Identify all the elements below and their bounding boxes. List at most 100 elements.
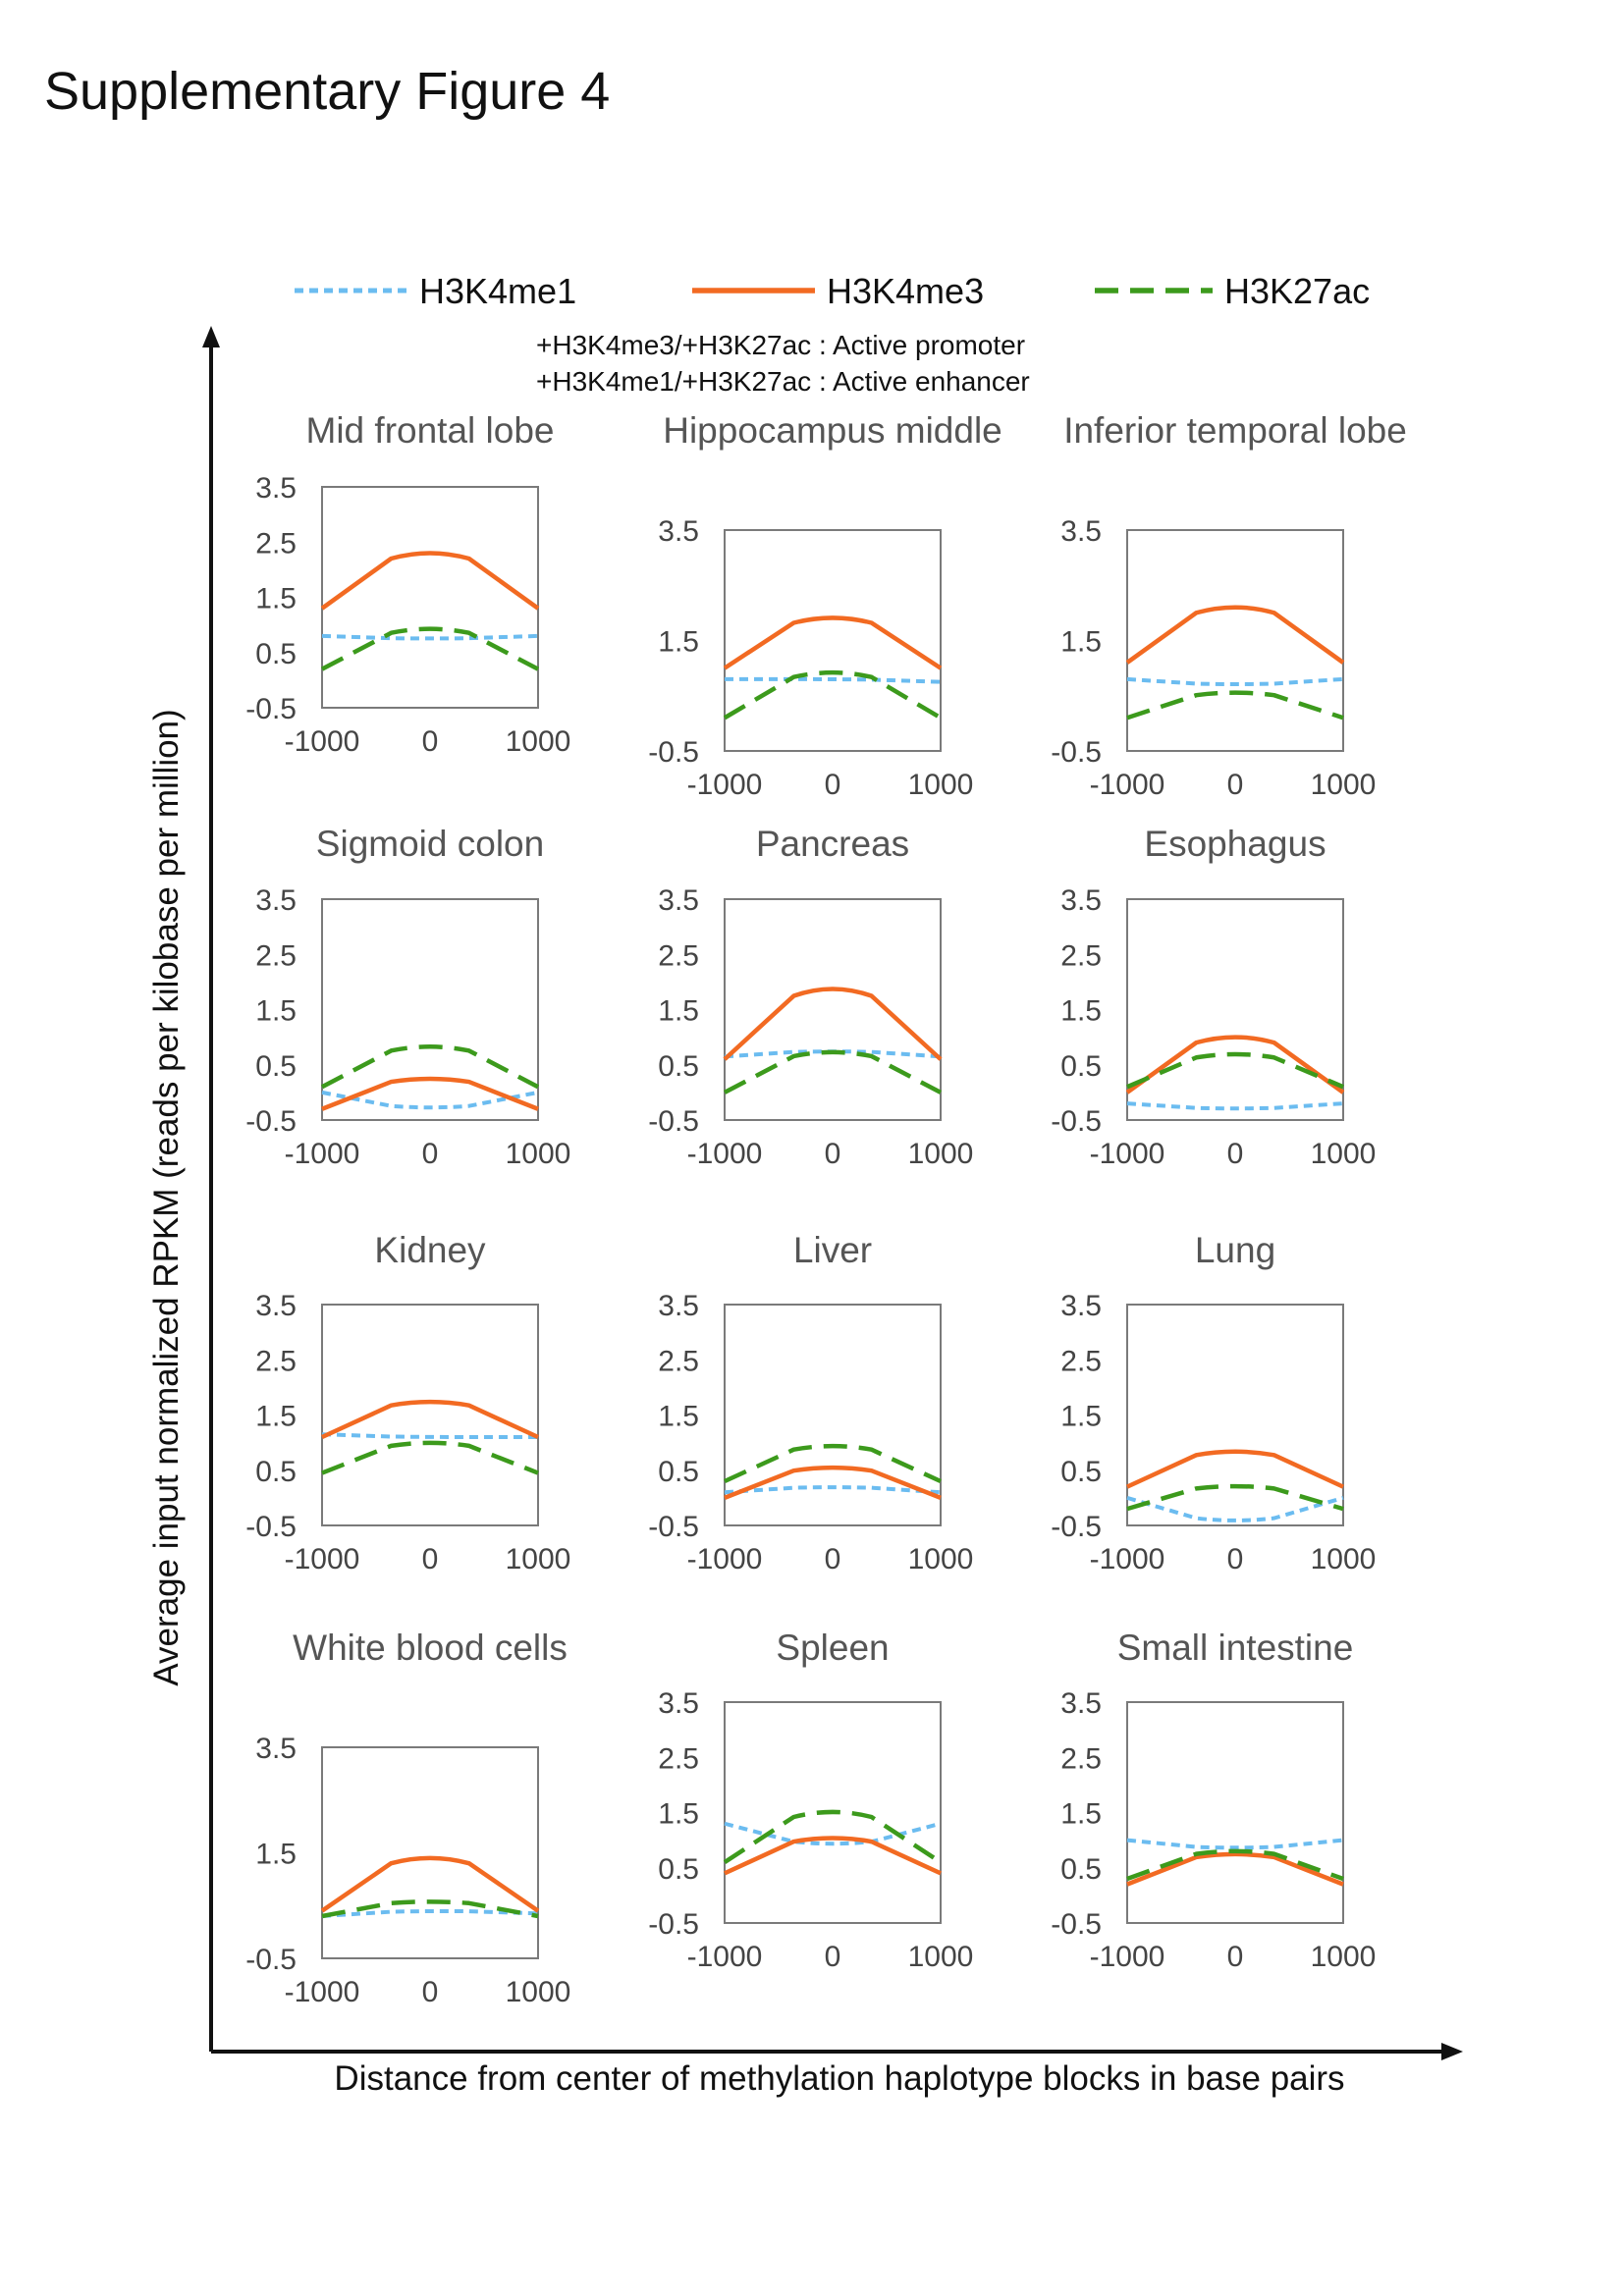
- x-axis-title: Distance from center of methylation hapl…: [334, 2059, 1345, 2098]
- series-line-h3k27ac: [320, 626, 540, 671]
- series-line-h3k4me1: [321, 633, 539, 641]
- y-tick-label: 0.5: [1060, 1456, 1102, 1488]
- y-tick-label: -0.5: [245, 1511, 297, 1543]
- x-axis-arrowhead: [1441, 2043, 1463, 2060]
- y-tick-label: 1.5: [255, 1401, 297, 1433]
- y-tick-label: 0.5: [255, 1050, 297, 1083]
- y-tick-label: 3.5: [1060, 884, 1102, 917]
- panel-small-intestine: 3.5 2.5 1.5 0.5 -0.5-1000 0 1000: [1051, 1687, 1376, 1973]
- y-tick-label: 1.5: [255, 995, 297, 1028]
- x-tick-label: 1000: [908, 769, 974, 801]
- series-line-h3k27ac: [321, 1899, 539, 1919]
- y-tick-label: 2.5: [658, 1742, 699, 1775]
- y-tick-label: 1.5: [1060, 995, 1102, 1028]
- series-line-h3k27ac: [723, 1809, 943, 1865]
- y-tick-label: 0.5: [658, 1853, 699, 1886]
- series-line-h3k4me1: [321, 1432, 538, 1439]
- y-tick-label: 0.5: [255, 638, 297, 670]
- series-line-h3k27ac: [723, 1049, 943, 1095]
- x-tick-label: -1000: [285, 1976, 360, 2008]
- x-tick-label: 1000: [1311, 1941, 1377, 1973]
- y-tick-label: -0.5: [1051, 1511, 1102, 1543]
- series-line-h3k4me1: [321, 1908, 539, 1918]
- panel-lung: 3.5 2.5 1.5 0.5 -0.5-1000 0 1000: [1051, 1290, 1376, 1575]
- x-tick-label: -1000: [1090, 1543, 1165, 1575]
- y-tick-label: -0.5: [648, 1105, 699, 1138]
- series-line-h3k27ac: [1126, 1848, 1344, 1882]
- panel-spleen: 3.5 2.5 1.5 0.5 -0.5-1000 0 1000: [648, 1687, 973, 1973]
- panel-esophagus: 3.5 2.5 1.5 0.5 -0.5-1000 0 1000: [1051, 884, 1376, 1170]
- x-tick-label: 1000: [908, 1138, 974, 1170]
- x-tick-label: 0: [825, 1543, 841, 1575]
- y-tick-label: 2.5: [1060, 939, 1102, 972]
- series-line-h3k4me3: [724, 1836, 942, 1876]
- y-tick-label: 0.5: [1060, 1050, 1102, 1083]
- panel-frame: [1126, 1304, 1344, 1526]
- panel-title: Sigmoid colon: [315, 824, 545, 864]
- panel-title: Inferior temporal lobe: [1063, 410, 1407, 451]
- x-tick-label: 0: [1227, 1543, 1244, 1575]
- panel-title: Lung: [1194, 1230, 1276, 1270]
- panel-mid-frontal-lobe: 3.5 2.5 1.5 0.5 -0.5-1000 0 1000: [245, 472, 570, 758]
- series-line-h3k4me1: [321, 1090, 539, 1110]
- series-line-h3k4me3: [723, 987, 943, 1061]
- x-tick-label: -1000: [1090, 1138, 1165, 1170]
- series-line-h3k27ac: [320, 1044, 540, 1090]
- y-tick-label: 3.5: [255, 1290, 297, 1322]
- y-tick-label: -0.5: [245, 693, 297, 725]
- panel-title: Hippocampus middle: [663, 410, 1002, 451]
- y-tick-label: 3.5: [658, 515, 699, 548]
- x-tick-label: -1000: [285, 1543, 360, 1575]
- panel-title: Small intestine: [1116, 1628, 1354, 1668]
- series-line-h3k4me1: [1126, 1495, 1344, 1522]
- y-tick-label: 1.5: [255, 1839, 297, 1871]
- y-tick-label: -0.5: [1051, 736, 1102, 769]
- panel-title: Esophagus: [1144, 824, 1326, 864]
- y-tick-label: 1.5: [1060, 626, 1102, 659]
- panel-frame: [724, 1304, 942, 1526]
- y-tick-label: 2.5: [255, 527, 297, 560]
- y-tick-label: 1.5: [658, 995, 699, 1028]
- y-tick-label: 3.5: [255, 1733, 297, 1765]
- panel-title: Mid frontal lobe: [305, 410, 555, 451]
- y-tick-label: -0.5: [245, 1944, 297, 1976]
- y-tick-label: 3.5: [1060, 1290, 1102, 1322]
- series-line-h3k4me3: [320, 551, 540, 611]
- panel-title: Spleen: [776, 1628, 890, 1668]
- series-line-h3k4me3: [724, 1465, 942, 1500]
- legend-note-promoter: +H3K4me3/+H3K27ac : Active promoter: [536, 330, 1026, 360]
- panel-title: Liver: [792, 1230, 873, 1270]
- panel-frame: [1126, 529, 1344, 752]
- y-axis-arrowhead: [202, 326, 220, 347]
- y-tick-label: 2.5: [658, 939, 699, 972]
- x-tick-label: -1000: [285, 725, 360, 758]
- legend-label-h3k4me1: H3K4me1: [419, 271, 576, 311]
- y-tick-label: 3.5: [658, 1687, 699, 1720]
- x-tick-label: 1000: [506, 1543, 571, 1575]
- series-line-h3k4me1: [1126, 676, 1344, 686]
- x-tick-label: 0: [825, 1138, 841, 1170]
- y-tick-label: 2.5: [1060, 1742, 1102, 1775]
- x-tick-label: 0: [422, 1138, 439, 1170]
- series-line-h3k4me3: [1126, 1851, 1344, 1887]
- panel-pancreas: 3.5 2.5 1.5 0.5 -0.5-1000 0 1000: [648, 884, 973, 1170]
- x-tick-label: 1000: [1311, 769, 1377, 801]
- y-tick-label: 2.5: [255, 939, 297, 972]
- panel-frame: [321, 1304, 539, 1526]
- panel-hippocampus-middle: 3.5 1.5 -0.5-1000 0 1000: [648, 515, 973, 801]
- figure-title: Supplementary Figure 4: [44, 62, 611, 121]
- series-line-h3k27ac: [321, 1440, 539, 1475]
- x-tick-label: 0: [422, 725, 439, 758]
- series-line-h3k4me3: [320, 1855, 540, 1913]
- y-tick-label: -0.5: [648, 1908, 699, 1941]
- y-tick-label: 3.5: [1060, 1687, 1102, 1720]
- x-tick-label: 0: [825, 1941, 841, 1973]
- y-tick-label: 0.5: [255, 1456, 297, 1488]
- x-tick-label: 0: [422, 1543, 439, 1575]
- series-line-h3k27ac: [723, 669, 943, 721]
- main-axes: [202, 326, 1463, 2060]
- legend-item-h3k4me3: H3K4me3: [692, 271, 984, 311]
- y-tick-label: 1.5: [1060, 1401, 1102, 1433]
- y-tick-label: -0.5: [1051, 1908, 1102, 1941]
